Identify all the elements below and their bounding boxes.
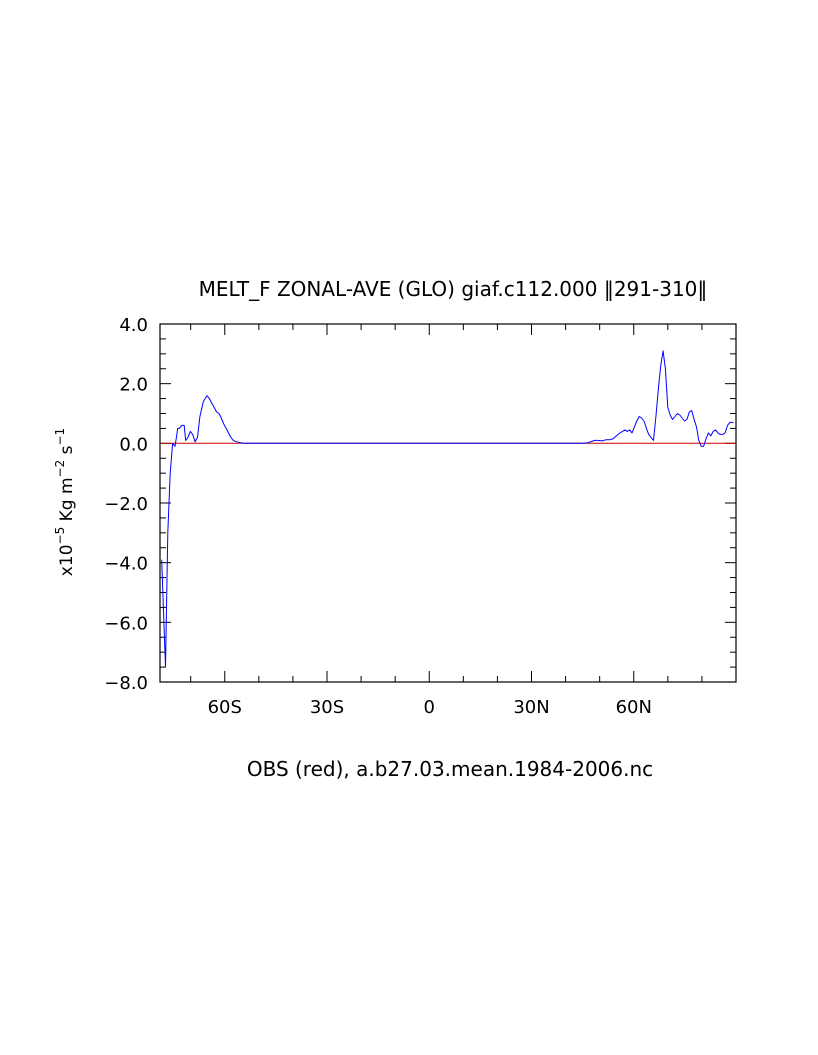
plot-frame — [159, 323, 737, 683]
y-label-middle: Kg m — [57, 477, 77, 526]
y-tick-label: −2.0 — [104, 494, 148, 515]
y-label-exp1: −5 — [53, 527, 67, 545]
y-tick-label: −4.0 — [104, 554, 148, 575]
x-tick-label: 0 — [424, 697, 435, 718]
y-tick-label: −8.0 — [104, 673, 148, 694]
x-tick-label: 30N — [513, 697, 549, 718]
chart-title: MELT_F ZONAL-AVE (GLO) giaf.c112.000 ‖29… — [199, 277, 708, 301]
x-tick-label: 60N — [616, 697, 652, 718]
y-tick-label: 4.0 — [119, 315, 148, 336]
x-tick-label: 30S — [310, 697, 344, 718]
y-tick-label: 2.0 — [119, 375, 148, 396]
series-line-model — [161, 350, 734, 668]
y-label-prefix: x10 — [57, 544, 77, 576]
plot-series — [160, 350, 736, 668]
y-tick-label: −6.0 — [104, 613, 148, 634]
y-label-exp3: −1 — [53, 428, 67, 446]
x-tick-label: 60S — [208, 697, 242, 718]
y-axis-label: x10−5 Kg m−2 s−1 — [53, 428, 77, 576]
y-tick-label: 0.0 — [119, 434, 148, 455]
axis-ticks — [160, 323, 736, 683]
x-axis-label: OBS (red), a.b27.03.mean.1984-2006.nc — [247, 757, 653, 781]
y-label-exp2: −2 — [53, 460, 67, 478]
tick-labels: 60S 30S 0 30N 60N 4.0 2.0 0.0 −2.0 −4.0 −6.0 −8.0 — [104, 315, 652, 718]
y-label-middle2: s — [57, 445, 77, 459]
